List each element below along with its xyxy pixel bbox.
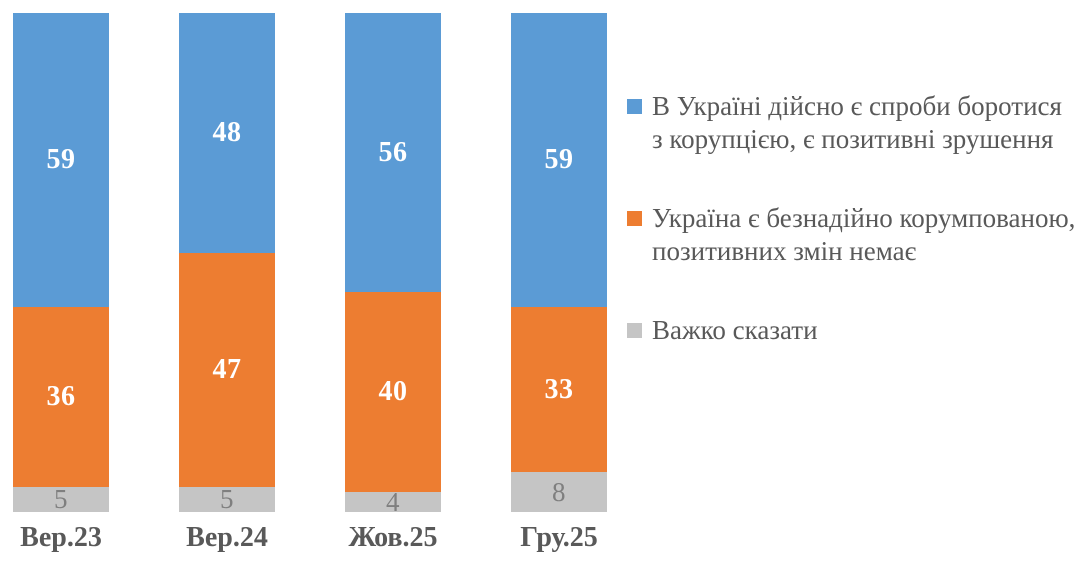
bar-segment-series1-Жов.25: 56 bbox=[345, 13, 441, 293]
legend-swatch-icon bbox=[627, 99, 642, 114]
data-label: 47 bbox=[212, 353, 242, 385]
data-label: 4 bbox=[386, 486, 400, 517]
bar-Вер.23: 59 36 5 bbox=[13, 13, 109, 514]
legend-item-1: В Україні дійсно є спроби боротися з кор… bbox=[627, 90, 1077, 156]
bar-segment-series3-Вер.23: 5 bbox=[13, 484, 109, 514]
data-label: 33 bbox=[544, 373, 574, 405]
legend-swatch-icon bbox=[627, 323, 642, 338]
legend-item-2: Україна є безнадійно корумпованою, позит… bbox=[627, 202, 1077, 268]
bar-segment-series2-Вер.24: 47 bbox=[179, 252, 275, 488]
data-label: 36 bbox=[46, 381, 76, 413]
legend: В Україні дійсно є спроби боротися з кор… bbox=[627, 90, 1077, 347]
x-axis-label-Жов.25: Жов.25 bbox=[348, 522, 438, 553]
data-label: 59 bbox=[46, 144, 76, 176]
bar-segment-series2-Вер.23: 36 bbox=[13, 307, 109, 488]
bar-segment-series3-Жов.25: 4 bbox=[345, 487, 441, 517]
x-axis-label-Гру.25: Гру.25 bbox=[520, 522, 598, 553]
x-axis-label-Вер.23: Вер.23 bbox=[20, 522, 102, 553]
legend-item-label: Важко сказати bbox=[652, 315, 818, 345]
legend-item-3: Важко сказати bbox=[627, 314, 1077, 347]
bar-segment-series3-Гру.25: 8 bbox=[511, 472, 607, 512]
x-axis-label-Вер.24: Вер.24 bbox=[186, 522, 268, 553]
bar-Жов.25: 56 40 4 bbox=[345, 13, 441, 517]
data-label: 56 bbox=[378, 136, 408, 168]
data-label: 5 bbox=[54, 484, 68, 514]
bar-segment-series3-Вер.24: 5 bbox=[179, 484, 275, 514]
data-label: 40 bbox=[378, 376, 408, 408]
legend-swatch-icon bbox=[627, 211, 642, 226]
bar-segment-series2-Жов.25: 40 bbox=[345, 292, 441, 493]
bar-segment-series1-Гру.25: 59 bbox=[511, 13, 607, 308]
bar-segment-series1-Вер.24: 48 bbox=[179, 13, 275, 253]
bar-segment-series2-Гру.25: 33 bbox=[511, 307, 607, 473]
x-axis-labels: Вер.23 Вер.24 Жов.25 Гру.25 bbox=[13, 522, 607, 554]
legend-item-label: Україна є безнадійно корумпованою, позит… bbox=[652, 203, 1076, 266]
legend-item-label: В Україні дійсно є спроби боротися з кор… bbox=[652, 91, 1062, 154]
bar-Вер.24: 48 47 5 bbox=[179, 13, 275, 514]
data-label: 8 bbox=[552, 476, 566, 507]
data-label: 59 bbox=[544, 144, 574, 176]
data-label: 5 bbox=[220, 484, 234, 514]
bar-segment-series1-Вер.23: 59 bbox=[13, 13, 109, 308]
data-label: 48 bbox=[212, 116, 242, 148]
bar-Гру.25: 59 33 8 bbox=[511, 13, 607, 512]
plot-area: 59 36 5 48 47 5 56 40 4 59 33 8 bbox=[13, 13, 607, 517]
